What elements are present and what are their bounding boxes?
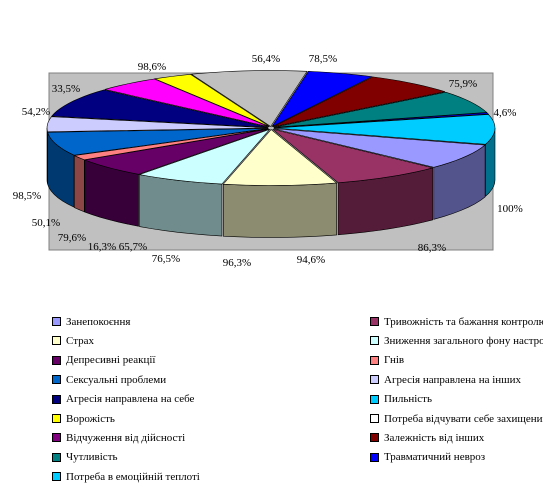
legend-label: Відчуження від дійсності	[66, 431, 186, 444]
legend-item: Агресія направлена на інших	[370, 370, 521, 389]
legend-label: Зниження загального фону настрою	[384, 334, 543, 347]
legend-swatch	[52, 336, 61, 346]
legend-label: Травматичний невроз	[384, 451, 486, 464]
pie-slice	[83, 128, 269, 175]
legend-label: Пильність	[384, 393, 432, 406]
value-labels-group: 56,4% 78,5% 75,9% 4,6% 100% 86,3% 94,6% 96,3% 76…	[13, 53, 523, 269]
slice-side	[74, 155, 85, 213]
legend-swatch	[52, 472, 61, 482]
pie-slice	[273, 128, 486, 168]
pie-slice	[272, 128, 433, 184]
pie-slice	[104, 78, 270, 128]
legend: Занепокоєння Тривожність та бажання контр…	[52, 312, 543, 492]
value-label: 50,1%	[32, 217, 60, 229]
pie-slice	[271, 71, 373, 128]
legend-label: Страх	[66, 334, 95, 347]
pie-slice	[138, 128, 271, 185]
legend-item: Тривожність та бажання контролю	[370, 312, 543, 331]
value-label: 56,4%	[252, 53, 280, 65]
legend-swatch	[52, 394, 61, 404]
legend-label: Гнів	[384, 354, 405, 367]
legend-label: Залежність від інших	[384, 431, 485, 444]
legend-item: Депресивні реакції	[52, 351, 155, 370]
legend-item: Відчуження від дійсності	[52, 428, 185, 447]
legend-swatch	[370, 375, 379, 385]
value-label: 16,3%	[88, 241, 116, 253]
value-label: 98,6%	[138, 61, 166, 73]
legend-label: Депресивні реакції	[66, 354, 156, 367]
legend-item: Потреба відчувати себе захищеним	[370, 409, 543, 428]
legend-swatch	[370, 336, 379, 346]
legend-label: Чутливість	[66, 451, 118, 464]
legend-label: Потреба в емоційній теплоті	[66, 470, 200, 483]
slice-tops-group	[46, 70, 496, 186]
legend-item: Ворожість	[52, 409, 115, 428]
pie-slice	[272, 76, 446, 128]
value-label: 79,6%	[58, 232, 86, 244]
legend-swatch	[370, 317, 379, 326]
legend-label: Сексуальні проблеми	[66, 373, 167, 386]
pie-slice	[47, 128, 269, 156]
legend-swatch	[370, 414, 379, 423]
pie-slice	[190, 70, 308, 127]
legend-item: Залежність від інших	[370, 428, 484, 447]
value-label: 65,7%	[119, 241, 147, 253]
value-label: 33,5%	[52, 83, 80, 95]
value-label: 76,5%	[152, 253, 180, 265]
pie-slice	[273, 112, 490, 128]
pie-chart-svg: 56,4% 78,5% 75,9% 4,6% 100% 86,3% 94,6% 96,3% 76…	[13, 53, 523, 269]
pie-slice	[153, 74, 270, 127]
legend-swatch	[370, 355, 379, 365]
value-label: 98,5%	[13, 190, 41, 202]
slice-side	[139, 174, 223, 237]
legend-item: Чутливість	[52, 448, 118, 467]
legend-swatch	[52, 375, 61, 385]
legend-item: Пильність	[370, 390, 432, 409]
pie-slice	[46, 116, 269, 133]
legend-swatch	[52, 414, 61, 423]
legend-label: Агресія направлена на себе	[66, 393, 195, 406]
legend-swatch	[52, 452, 61, 462]
legend-swatch	[370, 433, 379, 443]
legend-swatch	[370, 452, 379, 462]
legend-label: Агресія направлена на інших	[384, 373, 522, 386]
value-label: 4,6%	[494, 107, 517, 119]
legend-item: Гнів	[370, 351, 404, 370]
legend-item: Потреба в емоційній теплоті	[52, 467, 200, 486]
legend-item: Агресія направлена на себе	[52, 390, 194, 409]
pie-slice	[51, 89, 269, 128]
pie-slice	[273, 91, 488, 128]
value-label: 78,5%	[309, 53, 337, 65]
pie-slice	[73, 128, 269, 161]
slice-side	[222, 182, 337, 238]
legend-item: Травматичний невроз	[370, 448, 485, 467]
pie-slice	[222, 129, 338, 186]
legend-swatch	[370, 394, 379, 404]
value-label: 86,3%	[418, 242, 446, 254]
pie-slice	[273, 114, 496, 145]
value-label: 54,2%	[22, 106, 50, 118]
legend-swatch	[52, 317, 61, 326]
legend-swatch	[52, 433, 61, 443]
value-label: 96,3%	[223, 257, 251, 269]
value-label: 75,9%	[449, 78, 477, 90]
value-label: 100%	[497, 203, 523, 215]
legend-item: Зниження загального фону настрою	[370, 331, 543, 350]
legend-label: Ворожість	[66, 412, 115, 425]
legend-label: Тривожність та бажання контролю	[384, 315, 543, 328]
legend-label: Занепокоєння	[66, 315, 131, 328]
value-label: 94,6%	[297, 254, 325, 266]
legend-item: Занепокоєння	[52, 312, 130, 331]
legend-item: Страх	[52, 331, 94, 350]
legend-item: Сексуальні проблеми	[52, 370, 166, 389]
legend-swatch	[52, 355, 61, 365]
legend-label: Потреба відчувати себе захищеним	[384, 412, 543, 425]
